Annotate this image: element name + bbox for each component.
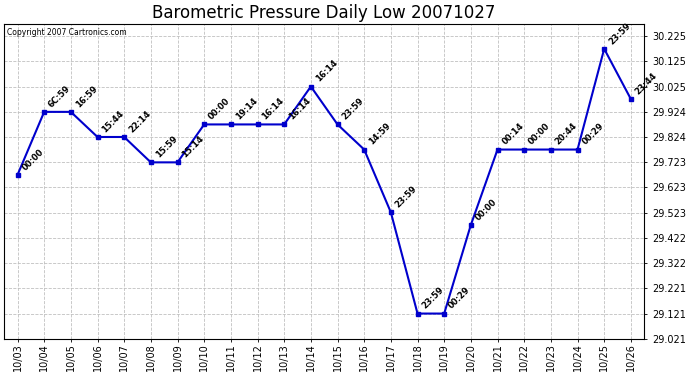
Text: 16:14: 16:14 xyxy=(314,58,339,84)
Text: 19:14: 19:14 xyxy=(234,96,259,122)
Text: 00:00: 00:00 xyxy=(20,147,46,172)
Text: 23:59: 23:59 xyxy=(420,286,446,311)
Text: Copyright 2007 Cartronics.com: Copyright 2007 Cartronics.com xyxy=(8,28,127,38)
Text: 16:14: 16:14 xyxy=(287,96,313,122)
Text: 6C:59: 6C:59 xyxy=(47,84,72,109)
Text: 00:00: 00:00 xyxy=(527,122,552,147)
Text: 22:14: 22:14 xyxy=(127,109,152,134)
Text: 23:59: 23:59 xyxy=(340,96,366,122)
Text: 23:44: 23:44 xyxy=(633,71,659,96)
Text: 00:00: 00:00 xyxy=(207,97,232,122)
Text: 00:29: 00:29 xyxy=(447,286,472,311)
Text: 23:59: 23:59 xyxy=(607,21,632,46)
Text: 00:00: 00:00 xyxy=(473,197,499,222)
Text: 20:44: 20:44 xyxy=(553,122,579,147)
Text: 15:59: 15:59 xyxy=(154,134,179,160)
Text: 23:59: 23:59 xyxy=(393,184,419,210)
Text: 16:14: 16:14 xyxy=(260,96,286,122)
Text: 00:29: 00:29 xyxy=(580,122,605,147)
Text: 14:59: 14:59 xyxy=(367,122,392,147)
Text: 15:44: 15:44 xyxy=(100,109,126,134)
Text: 16:59: 16:59 xyxy=(74,84,99,109)
Text: 15:14: 15:14 xyxy=(180,134,206,160)
Title: Barometric Pressure Daily Low 20071027: Barometric Pressure Daily Low 20071027 xyxy=(152,4,496,22)
Text: 00:14: 00:14 xyxy=(500,122,526,147)
